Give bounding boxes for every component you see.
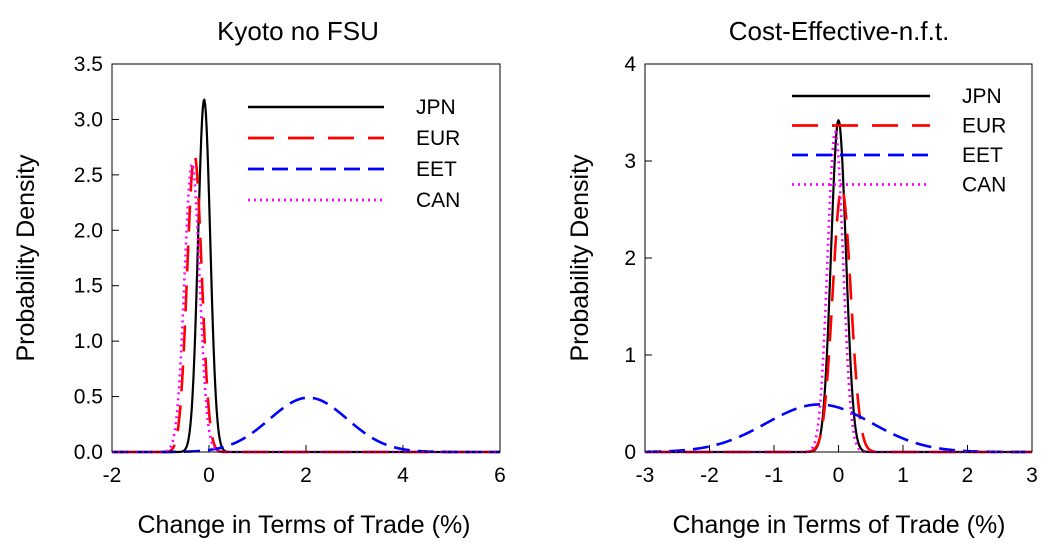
y-tick-label: 4 xyxy=(624,53,636,76)
x-axis-label: Change in Terms of Trade (%) xyxy=(672,511,1005,538)
series-layer xyxy=(644,119,1033,454)
series-line-eet xyxy=(644,403,1033,454)
y-tick-label: 1 xyxy=(624,344,636,367)
x-tick-label: 2 xyxy=(962,464,974,487)
y-tick-label: 1.5 xyxy=(74,275,103,298)
plot-frame xyxy=(644,63,1033,453)
x-tick-label: 2 xyxy=(300,464,312,487)
x-tick-label: 0 xyxy=(203,464,215,487)
series-line-jpn xyxy=(644,119,1033,454)
series-line-eet xyxy=(111,396,501,454)
series-line-eur xyxy=(644,186,1033,454)
y-tick-label: 2.5 xyxy=(74,164,103,187)
legend-label-can: CAN xyxy=(416,189,460,212)
x-tick-label: -1 xyxy=(765,464,784,487)
chart-panel-cost-effective: Cost-Effective-n.f.t. Change in Terms of… xyxy=(566,16,1038,539)
x-tick-label: 0 xyxy=(833,464,845,487)
legend-label-jpn: JPN xyxy=(962,85,1002,108)
y-axis-label: Probability Density xyxy=(12,154,40,362)
y-tick-label: 3.0 xyxy=(74,108,103,131)
y-tick-label: 2.0 xyxy=(74,219,103,242)
y-tick-label: 1.0 xyxy=(74,330,103,353)
legend-label-eet: EET xyxy=(962,144,1003,167)
x-tick-label: -2 xyxy=(103,464,122,487)
y-axis-label: Probability Density xyxy=(566,154,594,362)
legend-label-can: CAN xyxy=(962,174,1006,197)
plot-frame xyxy=(111,63,501,453)
axis-ticks: -2 0 2 4 6 0.0 0.5 1.0 1.5 2.0 2.5 3.0 3.5 xyxy=(74,53,506,487)
legend-label-eur: EUR xyxy=(962,115,1006,138)
y-tick-label: 2 xyxy=(624,247,636,270)
x-tick-label: -3 xyxy=(636,464,655,487)
series-line-jpn xyxy=(111,98,501,454)
x-axis-label: Change in Terms of Trade (%) xyxy=(137,511,470,538)
legend-label-jpn: JPN xyxy=(416,96,456,119)
x-tick-label: 6 xyxy=(494,464,506,487)
x-tick-label: 3 xyxy=(1026,464,1038,487)
chart-title: Kyoto no FSU xyxy=(217,16,379,46)
legend-label-eur: EUR xyxy=(416,127,460,150)
chart-panel-kyoto: Kyoto no FSU Change in Terms of Trade (%… xyxy=(12,16,506,539)
axis-ticks: -3 -2 -1 0 1 2 3 0 1 2 3 4 xyxy=(624,53,1038,487)
x-tick-label: 1 xyxy=(897,464,909,487)
legend: JPN EUR EET CAN xyxy=(248,96,460,212)
legend-label-eet: EET xyxy=(416,158,457,181)
y-tick-label: 0 xyxy=(624,441,636,464)
x-tick-label: -2 xyxy=(700,464,719,487)
y-tick-label: 0.0 xyxy=(74,441,103,464)
chart-title: Cost-Effective-n.f.t. xyxy=(729,16,950,46)
legend: JPN EUR EET CAN xyxy=(792,85,1006,197)
y-tick-label: 3 xyxy=(624,150,636,173)
y-tick-label: 3.5 xyxy=(74,53,103,76)
x-tick-label: 4 xyxy=(397,464,409,487)
series-layer xyxy=(111,98,501,454)
y-tick-label: 0.5 xyxy=(74,386,103,409)
